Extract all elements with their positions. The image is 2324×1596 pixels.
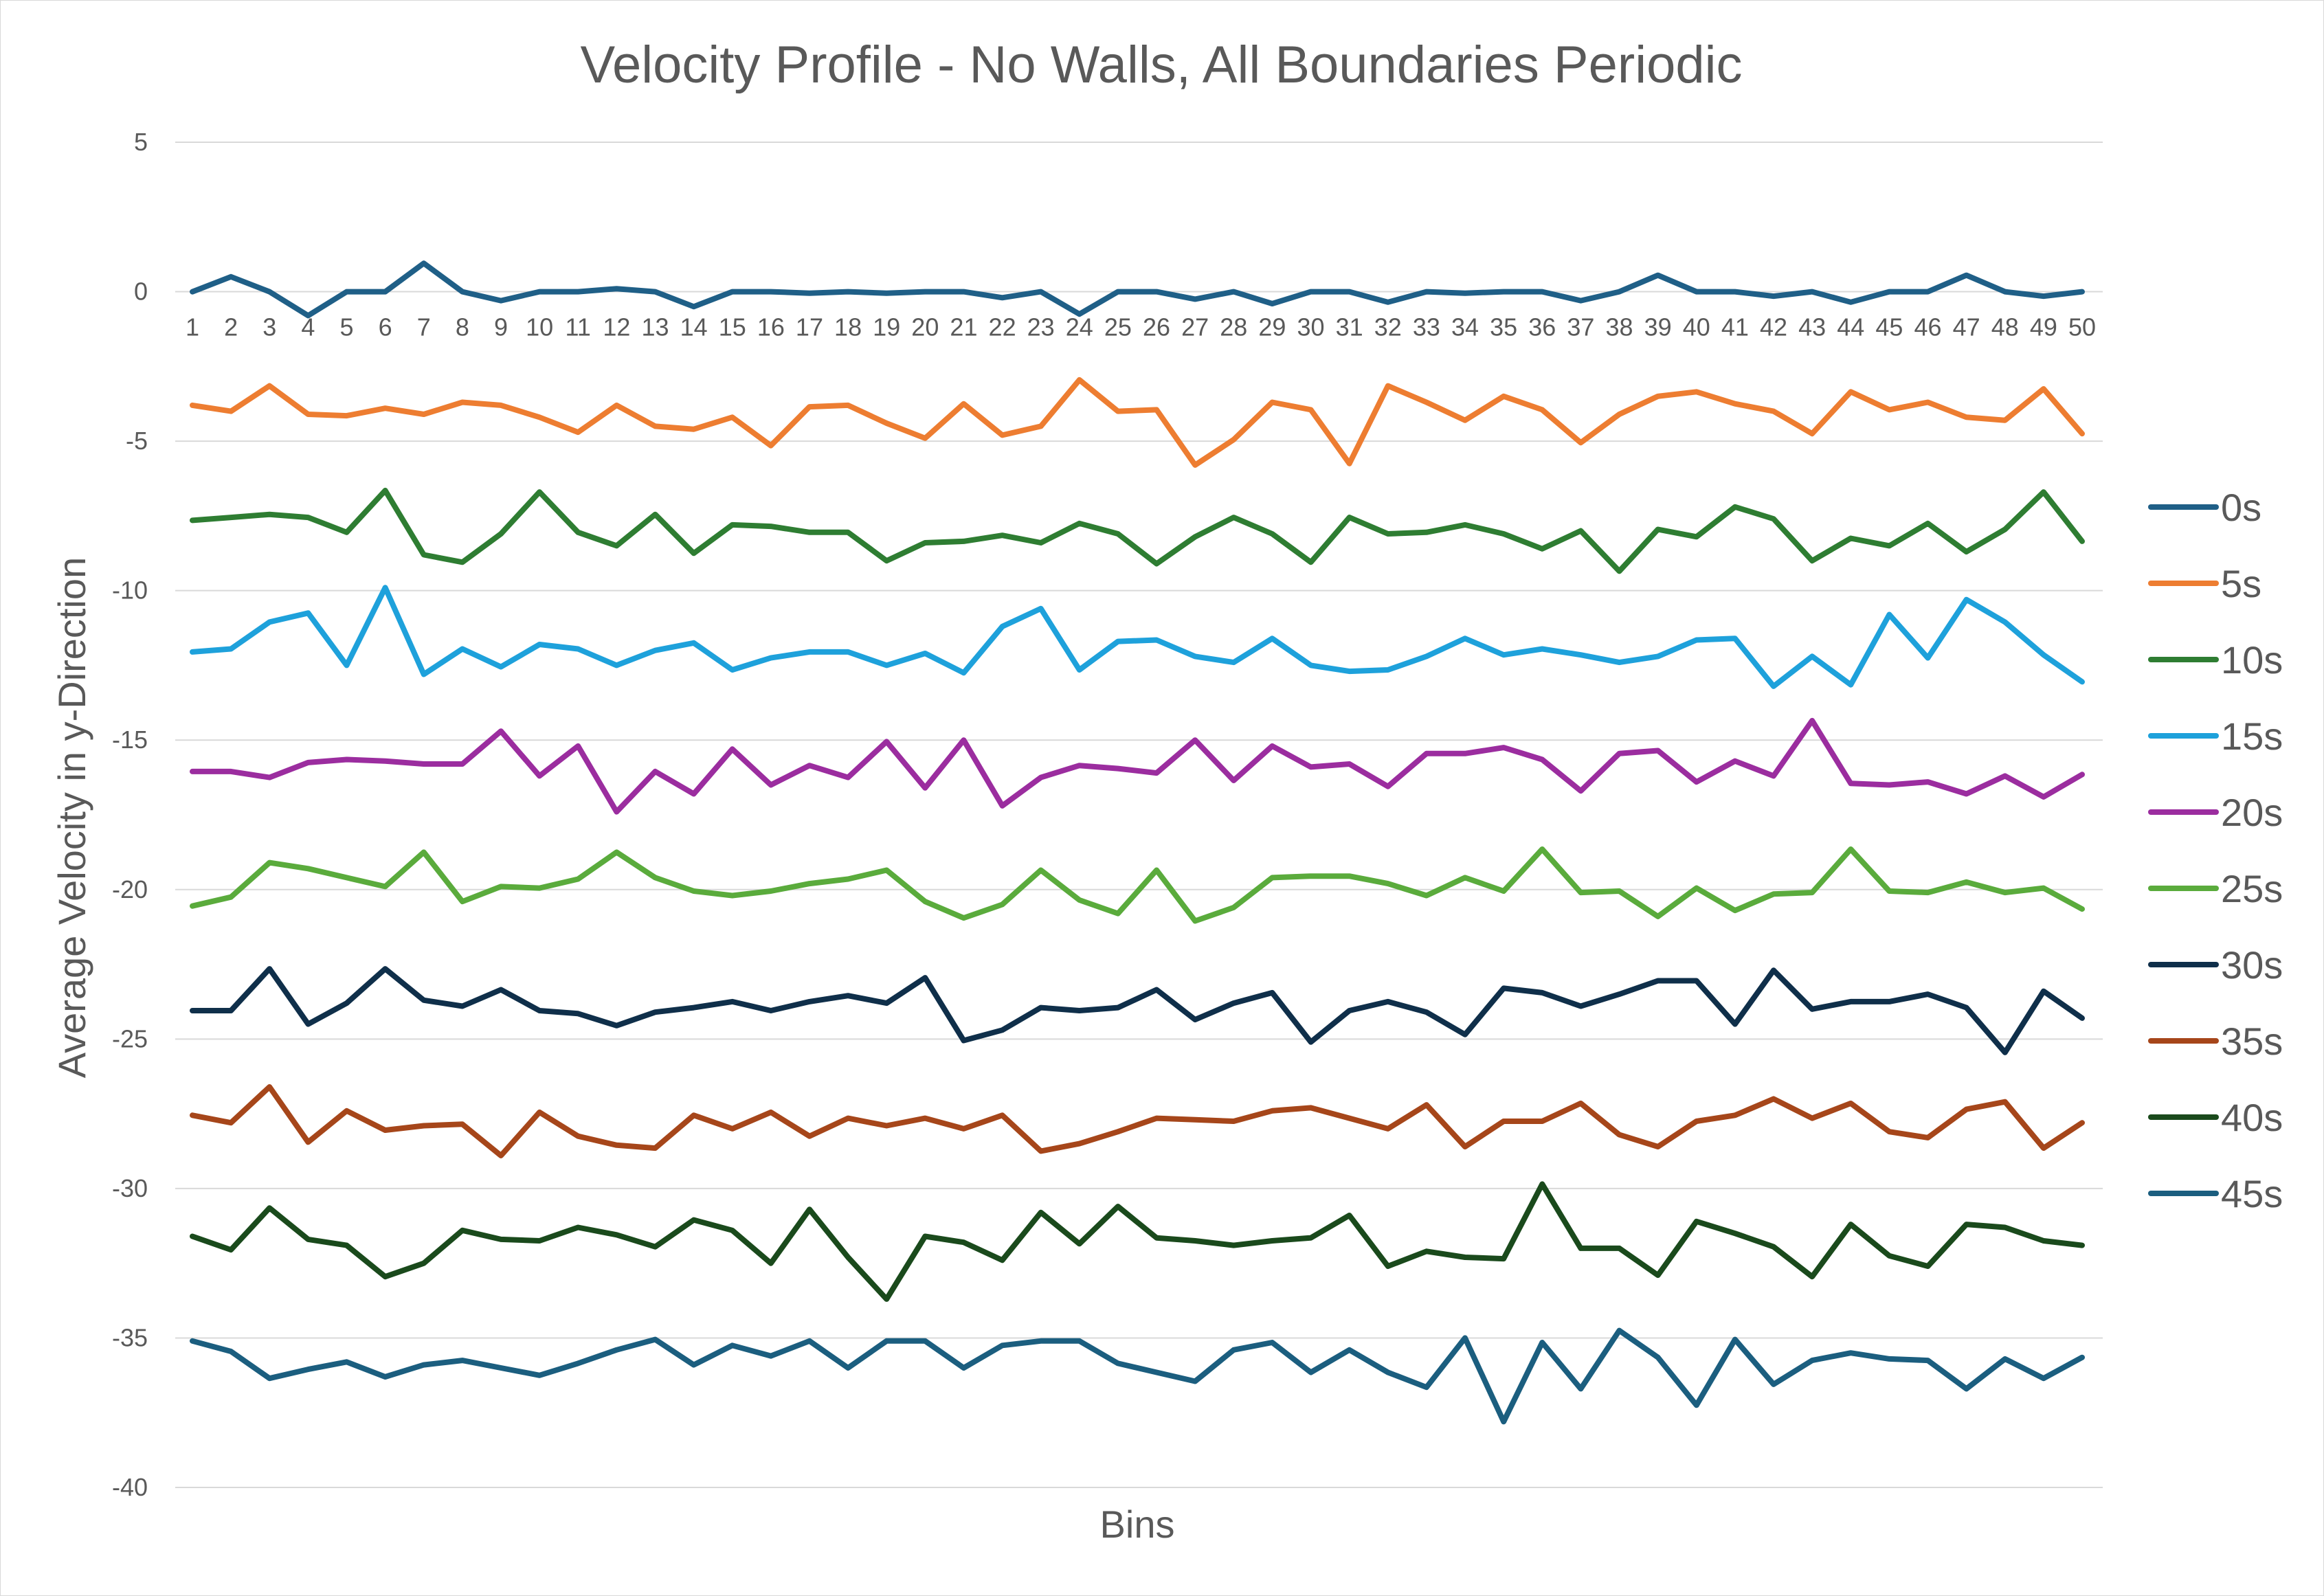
series-line-10s xyxy=(190,487,2085,574)
x-tick-label: 23 xyxy=(1027,313,1055,341)
y-tick-label: 0 xyxy=(134,278,148,306)
legend-label: 20s xyxy=(2221,791,2283,834)
x-tick-label: 36 xyxy=(1528,313,1556,341)
x-tick-label: 44 xyxy=(1837,313,1864,341)
y-tick-label: -40 xyxy=(112,1473,148,1501)
series-lines xyxy=(190,260,2085,1425)
x-tick-label: 33 xyxy=(1413,313,1440,341)
legend-label: 45s xyxy=(2221,1172,2283,1215)
x-tick-label: 25 xyxy=(1104,313,1132,341)
x-tick-label: 11 xyxy=(566,313,591,341)
x-tick-label: 18 xyxy=(834,313,862,341)
x-tick-label: 49 xyxy=(2030,313,2057,341)
legend-item: 40s xyxy=(2148,1096,2283,1139)
x-tick-label: 31 xyxy=(1336,313,1363,341)
x-tick-label: 26 xyxy=(1143,313,1170,341)
y-tick-label: -10 xyxy=(112,576,148,605)
x-tick-label: 16 xyxy=(757,313,785,341)
x-tick-label: 10 xyxy=(526,313,553,341)
x-tick-label: 3 xyxy=(262,313,276,341)
legend-item: 45s xyxy=(2148,1172,2283,1215)
series-line-30s xyxy=(190,966,2085,1055)
x-tick-label: 35 xyxy=(1490,313,1517,341)
y-axis-title: Average Velocity in y-Direction xyxy=(50,557,93,1078)
series-line-20s xyxy=(190,717,2085,815)
x-tick-label: 12 xyxy=(603,313,630,341)
x-tick-label: 29 xyxy=(1258,313,1286,341)
y-tick-label: -20 xyxy=(112,875,148,903)
x-tick-label: 9 xyxy=(494,313,508,341)
x-tick-label: 24 xyxy=(1066,313,1093,341)
x-tick-label: 32 xyxy=(1374,313,1402,341)
x-tick-label: 39 xyxy=(1644,313,1672,341)
x-tick-label: 41 xyxy=(1721,313,1749,341)
x-tick-label: 22 xyxy=(989,313,1016,341)
x-tick-label: 6 xyxy=(379,313,392,341)
series-line-25s xyxy=(190,846,2085,924)
legend-label: 15s xyxy=(2221,715,2283,758)
y-tick-label: -35 xyxy=(112,1323,148,1351)
series-line-45s xyxy=(190,1327,2085,1425)
x-tick-label: 8 xyxy=(456,313,469,341)
x-tick-label: 34 xyxy=(1451,313,1479,341)
x-tick-label: 46 xyxy=(1914,313,1941,341)
legend-item: 5s xyxy=(2148,562,2261,605)
x-tick-label: 2 xyxy=(224,313,238,341)
x-tick-label: 13 xyxy=(641,313,669,341)
series-line-35s xyxy=(190,1084,2085,1158)
legend: 0s 5s 10s 15s 20s 25s 30s 35s 40s 45s xyxy=(2148,486,2283,1215)
x-tick-label: 1 xyxy=(186,313,199,341)
x-tick-label: 37 xyxy=(1567,313,1594,341)
legend-label: 35s xyxy=(2221,1020,2283,1063)
y-axis-ticks: 5 0 -5 -10 -15 -20 -25 -30 -35 -40 xyxy=(112,128,148,1501)
y-tick-label: -15 xyxy=(112,726,148,754)
x-tick-label: 48 xyxy=(1991,313,2019,341)
x-tick-label: 20 xyxy=(911,313,939,341)
x-tick-label: 40 xyxy=(1683,313,1710,341)
legend-label: 10s xyxy=(2221,638,2283,682)
legend-item: 35s xyxy=(2148,1020,2283,1063)
series-line-40s xyxy=(190,1181,2085,1302)
x-tick-label: 4 xyxy=(301,313,315,341)
legend-item: 0s xyxy=(2148,486,2261,529)
series-line-15s xyxy=(190,585,2085,689)
series-line-0s xyxy=(190,260,2085,319)
chart-title: Velocity Profile - No Walls, All Boundar… xyxy=(581,36,1743,94)
x-tick-label: 19 xyxy=(873,313,900,341)
series-line-5s xyxy=(190,376,2085,468)
x-tick-label: 28 xyxy=(1220,313,1247,341)
x-axis-ticks: 1 2 3 4 5 6 7 8 9 10 11 12 13 14 15 16 17 18 19 20 21 22 23 24 2… xyxy=(186,313,2096,341)
x-tick-label: 45 xyxy=(1875,313,1903,341)
y-tick-label: -30 xyxy=(112,1174,148,1202)
legend-label: 5s xyxy=(2221,562,2261,605)
x-tick-label: 43 xyxy=(1798,313,1826,341)
legend-item: 10s xyxy=(2148,638,2283,682)
x-tick-label: 38 xyxy=(1606,313,1633,341)
legend-item: 25s xyxy=(2148,867,2283,910)
x-tick-label: 7 xyxy=(417,313,431,341)
x-tick-label: 14 xyxy=(680,313,708,341)
y-tick-label: -25 xyxy=(112,1024,148,1053)
x-tick-label: 47 xyxy=(1953,313,1980,341)
x-tick-label: 50 xyxy=(2068,313,2096,341)
legend-item: 15s xyxy=(2148,715,2283,758)
legend-item: 20s xyxy=(2148,791,2283,834)
x-tick-label: 15 xyxy=(719,313,746,341)
x-tick-label: 5 xyxy=(339,313,353,341)
x-tick-label: 21 xyxy=(950,313,977,341)
legend-item: 30s xyxy=(2148,943,2283,987)
legend-label: 30s xyxy=(2221,943,2283,987)
x-tick-label: 17 xyxy=(796,313,823,341)
x-tick-label: 27 xyxy=(1181,313,1209,341)
x-tick-label: 30 xyxy=(1297,313,1325,341)
legend-label: 40s xyxy=(2221,1096,2283,1139)
x-tick-label: 42 xyxy=(1760,313,1787,341)
legend-label: 0s xyxy=(2221,486,2261,529)
y-tick-label: 5 xyxy=(134,128,148,156)
legend-label: 25s xyxy=(2221,867,2283,910)
x-axis-title: Bins xyxy=(1100,1503,1175,1546)
y-tick-label: -5 xyxy=(126,427,148,455)
